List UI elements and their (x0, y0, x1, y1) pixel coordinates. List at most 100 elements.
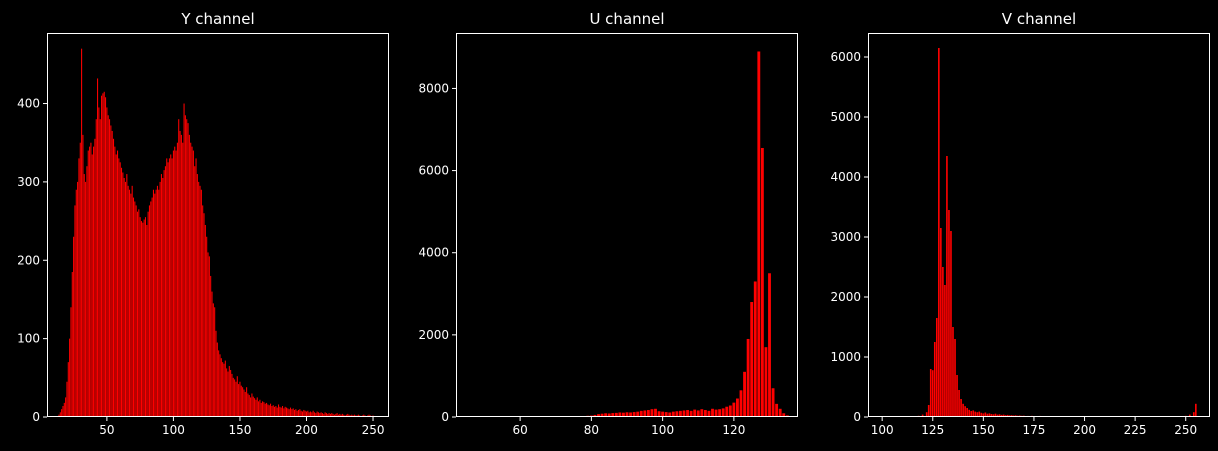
v-channel-bar (921, 414, 924, 417)
v-channel-bar (958, 390, 960, 417)
y-channel-bar (182, 142, 184, 417)
y-channel-bar (230, 369, 232, 417)
y-channel-bar (242, 387, 244, 417)
y-channel-bar (178, 119, 180, 417)
y-channel-bar (122, 172, 124, 417)
y-channel-bar (234, 379, 236, 417)
y-channel-bar (240, 385, 242, 417)
y-channel-bar (128, 189, 131, 417)
y-channel-bar (223, 363, 225, 417)
y-channel-bar (323, 413, 325, 417)
y-channel-bar (311, 412, 313, 417)
u-channel-bar (693, 409, 697, 417)
u-channel-bar (657, 411, 661, 417)
y-channel-y-tick-label: 200 (17, 253, 40, 267)
y-channel-bar (192, 150, 194, 418)
y-channel-bar (206, 236, 208, 417)
y-channel-bar (340, 414, 342, 417)
u-channel-bar (636, 411, 640, 417)
y-channel-bar (284, 406, 286, 417)
y-channel-bar (82, 134, 84, 417)
y-channel-bar (211, 291, 213, 417)
v-channel-bar (931, 370, 934, 417)
y-channel-bar (114, 146, 116, 417)
y-channel-bar (123, 177, 125, 417)
u-channel-bar (771, 388, 775, 417)
v-channel-bar (992, 414, 995, 417)
y-channel-bar (191, 146, 193, 417)
y-channel-bars (58, 48, 375, 418)
y-channel-bar (266, 402, 268, 417)
y-channel-bar (158, 189, 160, 417)
v-channel-bar (942, 267, 944, 417)
y-channel-bar (109, 119, 111, 417)
y-channel-bar (91, 154, 93, 417)
y-channel-bar (155, 189, 157, 417)
v-channel-bar (938, 48, 940, 417)
v-channel-bar (996, 414, 999, 417)
y-channel-bar (67, 362, 69, 417)
v-channel-y-tick-label: 6000 (830, 50, 861, 64)
u-channel-y-tick-label: 0 (441, 410, 449, 424)
y-channel-bar (148, 205, 150, 417)
y-channel-bar (272, 405, 274, 417)
y-channel-bar (196, 174, 198, 417)
y-channel-bar (313, 412, 316, 417)
u-channel-bar (700, 409, 704, 417)
v-channel-bar (962, 403, 964, 417)
y-channel-bar (296, 410, 298, 417)
y-channel-bar (63, 402, 65, 417)
y-channel-bar (101, 95, 103, 417)
y-channel-bar (214, 307, 216, 417)
y-channel-bar (186, 119, 188, 417)
y-channel-y-tick-label: 400 (17, 97, 40, 111)
y-channel-bar (295, 409, 297, 417)
y-channel-bar (218, 350, 220, 417)
y-channel-bar (172, 150, 174, 418)
y-channel-bar (256, 397, 258, 417)
y-channel-bar (357, 414, 359, 417)
y-channel-bar (232, 377, 234, 417)
u-channel-y-tick-label: 2000 (418, 328, 449, 342)
y-channel-bar (219, 354, 221, 417)
v-channel-x-tick-label: 150 (972, 423, 995, 437)
y-channel-bar (160, 174, 162, 417)
y-channel-bar (78, 158, 80, 417)
y-channel-bar (325, 413, 327, 417)
y-channel-bar (333, 414, 335, 417)
y-channel-bar (347, 413, 349, 417)
y-channel-bar (226, 368, 228, 417)
y-channel-bar (224, 360, 226, 417)
v-channel-bar (966, 408, 968, 417)
y-channel-bar (159, 181, 161, 417)
y-channel-bar (279, 406, 281, 417)
y-channel-bar (239, 381, 241, 417)
u-channel-bar (639, 410, 643, 417)
y-channel-bar (138, 209, 140, 417)
u-channel-bar (614, 412, 618, 417)
u-channel-bar (703, 410, 707, 417)
y-channel-bar (126, 174, 128, 417)
v-channel-axes-frame (868, 33, 1210, 417)
y-channel-bar (174, 146, 176, 417)
v-channel-bar (952, 327, 954, 417)
y-channel-bar (102, 93, 104, 417)
y-channel-bar (111, 130, 113, 417)
y-channel-bar (171, 158, 173, 417)
y-channel-bar (140, 221, 143, 417)
y-channel-bar (115, 154, 117, 417)
y-channel-bar (187, 123, 189, 418)
v-channel-bar (1193, 412, 1195, 417)
y-channel-bar (81, 48, 83, 418)
u-channel-bar (760, 147, 764, 418)
y-channel-bar (297, 409, 300, 417)
y-channel-bar (94, 138, 96, 418)
y-channel-bar (292, 408, 294, 417)
y-channel-bar (304, 410, 306, 417)
y-channel-bar (65, 397, 67, 417)
v-channel-bar (974, 411, 977, 417)
v-channel-bar (936, 318, 938, 417)
y-channel-bar (143, 219, 145, 417)
y-channel-bar (184, 115, 186, 417)
y-channel-y-tick-label: 300 (17, 175, 40, 189)
